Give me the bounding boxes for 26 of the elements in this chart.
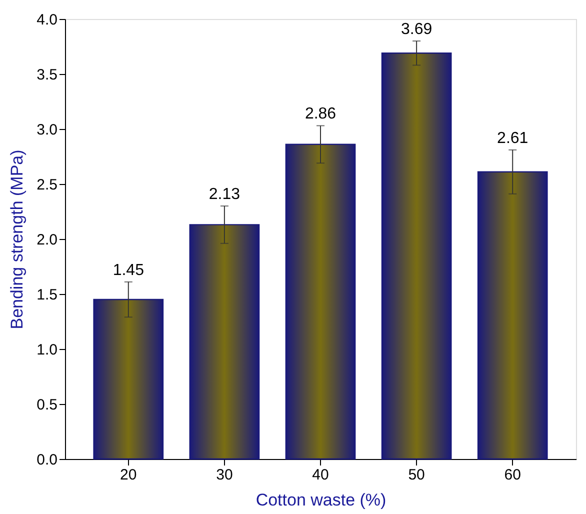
x-tick-label: 50: [408, 466, 425, 484]
x-tick-label: 40: [312, 466, 329, 484]
data-label: 1.45: [112, 262, 144, 279]
x-tick-label: 30: [216, 466, 233, 484]
y-tick-label: 3.5: [36, 66, 58, 84]
y-tick-label: 1.0: [36, 342, 58, 358]
y-tick-label: 1.5: [36, 286, 58, 304]
x-tick-label: 20: [120, 466, 137, 484]
data-label: 2.86: [304, 106, 336, 123]
y-tick-label: 4.0: [36, 12, 58, 28]
bar: [93, 298, 164, 460]
x-axis-title: Cotton waste (%): [256, 490, 386, 510]
y-tick-label: 2.5: [36, 176, 58, 194]
y-axis-title: Bending strength (MPa): [8, 150, 27, 330]
y-tick-label: 0.5: [36, 396, 58, 414]
data-label: 3.69: [400, 21, 432, 38]
bar: [285, 144, 356, 460]
bar: [381, 52, 452, 460]
data-label: 2.61: [497, 130, 528, 147]
y-tick-label: 2.0: [36, 232, 58, 248]
bar: [189, 224, 260, 460]
data-label: 2.13: [208, 186, 240, 203]
x-tick-label: 60: [504, 466, 521, 484]
bar: [477, 171, 548, 460]
y-tick-label: 0.0: [36, 452, 58, 468]
y-tick-label: 3.0: [36, 122, 58, 138]
